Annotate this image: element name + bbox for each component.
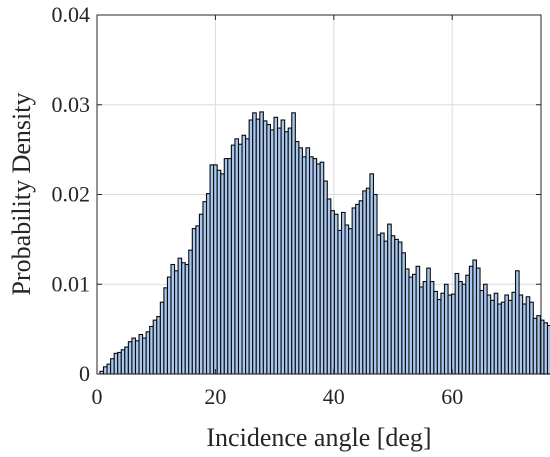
x-tick-label: 40: [323, 384, 345, 409]
histogram-bar: [546, 324, 550, 375]
y-axis-label: Probability Density: [7, 93, 36, 296]
x-tick-label: 0: [92, 384, 103, 409]
y-tick-label: 0.01: [52, 271, 91, 296]
y-tick-label: 0.03: [52, 92, 91, 117]
y-tick-label: 0: [79, 361, 90, 386]
x-tick-label: 20: [204, 384, 226, 409]
tick-marks: [96, 14, 541, 375]
tick-labels: 0 20 40 60 0 0.01 0.02 0.03 0.04: [52, 2, 464, 409]
bars: [99, 111, 550, 375]
y-tick-label: 0.04: [52, 2, 91, 27]
y-tick-label: 0.02: [52, 182, 91, 207]
x-axis-label: Incidence angle [deg]: [206, 423, 431, 452]
x-tick-label: 60: [441, 384, 463, 409]
